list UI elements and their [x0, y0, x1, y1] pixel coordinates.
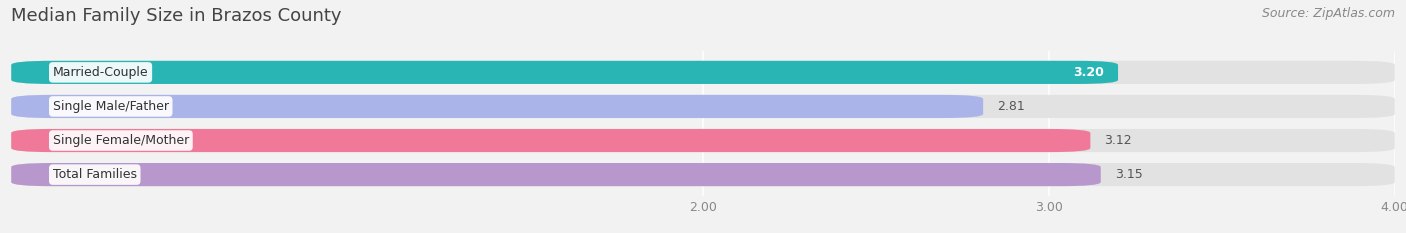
FancyBboxPatch shape — [11, 129, 1091, 152]
FancyBboxPatch shape — [11, 95, 983, 118]
FancyBboxPatch shape — [11, 61, 1118, 84]
Text: Single Male/Father: Single Male/Father — [53, 100, 169, 113]
Text: Source: ZipAtlas.com: Source: ZipAtlas.com — [1261, 7, 1395, 20]
Text: 3.20: 3.20 — [1073, 66, 1104, 79]
Text: Single Female/Mother: Single Female/Mother — [53, 134, 188, 147]
Text: Total Families: Total Families — [53, 168, 136, 181]
Text: 2.81: 2.81 — [997, 100, 1025, 113]
Text: Median Family Size in Brazos County: Median Family Size in Brazos County — [11, 7, 342, 25]
FancyBboxPatch shape — [11, 163, 1101, 186]
Text: Married-Couple: Married-Couple — [53, 66, 149, 79]
FancyBboxPatch shape — [11, 61, 1395, 84]
FancyBboxPatch shape — [11, 163, 1395, 186]
Text: 3.15: 3.15 — [1115, 168, 1142, 181]
FancyBboxPatch shape — [11, 95, 1395, 118]
Text: 3.12: 3.12 — [1104, 134, 1132, 147]
FancyBboxPatch shape — [11, 129, 1395, 152]
